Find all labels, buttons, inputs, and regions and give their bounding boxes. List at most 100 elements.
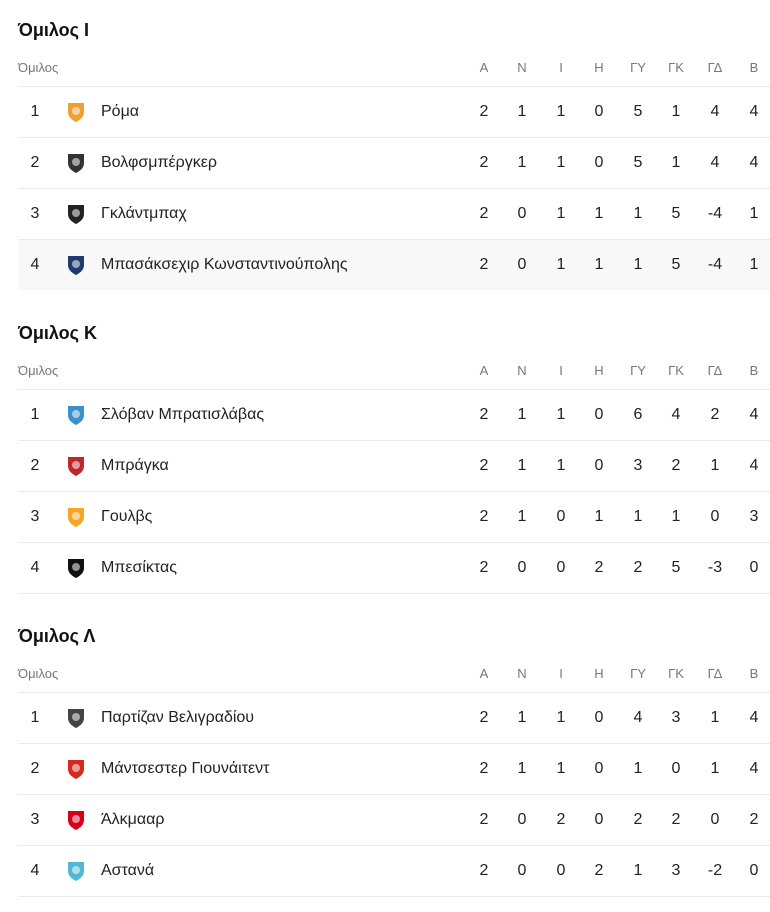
table-body: 1 Σλόβαν Μπρατισλάβας 2 1 1 0 6 4 2 4 2 Μπράγκα 2 1 1 0… xyxy=(18,390,770,594)
stat-6: 1 xyxy=(710,457,720,474)
stat-3: 1 xyxy=(594,508,604,525)
stat-6: 2 xyxy=(710,406,720,423)
stat-5: 1 xyxy=(671,508,681,525)
table-row[interactable]: 1 Σλόβαν Μπρατισλάβας 2 1 1 0 6 4 2 4 xyxy=(18,390,770,441)
header-col-1[interactable]: Ν xyxy=(517,60,527,75)
astana-crest-icon xyxy=(64,859,88,883)
header-col-4[interactable]: ΓΥ xyxy=(630,666,646,681)
braga-crest-icon xyxy=(64,454,88,478)
stat-0: 2 xyxy=(479,154,489,171)
stat-2: 0 xyxy=(556,559,566,576)
team-name[interactable]: Μπασάκσεχιρ Κωνσταντινούπολης xyxy=(101,256,348,273)
header-col-3[interactable]: Η xyxy=(594,60,604,75)
table-row[interactable]: 4 Μπεσίκτας 2 0 0 2 2 5 -3 0 xyxy=(18,543,770,594)
table-row[interactable]: 3 Γκλάντμπαχ 2 0 1 1 1 5 -4 1 xyxy=(18,189,770,240)
stat-0: 2 xyxy=(479,103,489,120)
team-name[interactable]: Βολφσμπέργκερ xyxy=(101,154,217,171)
header-col-3[interactable]: Η xyxy=(594,363,604,378)
group-title: Όμιλος Λ xyxy=(18,626,96,646)
stat-1: 0 xyxy=(517,862,527,879)
header-col-2[interactable]: Ι xyxy=(559,363,563,378)
header-col-5[interactable]: ΓΚ xyxy=(668,666,684,681)
stat-0: 2 xyxy=(479,559,489,576)
table-row[interactable]: 3 Άλκμααρ 2 0 2 0 2 2 0 2 xyxy=(18,795,770,846)
header-col-2[interactable]: Ι xyxy=(559,666,563,681)
header-col-5[interactable]: ΓΚ xyxy=(668,363,684,378)
stat-7: 4 xyxy=(749,760,759,777)
header-col-6[interactable]: ΓΔ xyxy=(707,666,723,681)
stat-5: 2 xyxy=(671,457,681,474)
stat-2: 1 xyxy=(556,760,566,777)
stat-4: 4 xyxy=(633,709,643,726)
table-row[interactable]: 4 Μπασάκσεχιρ Κωνσταντινούπολης 2 0 1 1 1 5 -4 1 xyxy=(18,240,770,290)
stat-2: 1 xyxy=(556,406,566,423)
stat-2: 1 xyxy=(556,103,566,120)
table-row[interactable]: 1 Ρόμα 2 1 1 0 5 1 4 4 xyxy=(18,87,770,138)
stat-4: 1 xyxy=(633,862,643,879)
stat-3: 0 xyxy=(594,406,604,423)
team-name[interactable]: Ρόμα xyxy=(101,103,140,120)
team-name[interactable]: Μάντσεστερ Γιουνάιτεντ xyxy=(101,760,270,777)
group-title: Όμιλος I xyxy=(18,20,90,40)
team-name[interactable]: Σλόβαν Μπρατισλάβας xyxy=(101,406,265,423)
stat-4: 2 xyxy=(633,559,643,576)
table-body: 1 Ρόμα 2 1 1 0 5 1 4 4 2 Βολφσμπέργκερ 2 1 1 0 5 1 4 4 3 Γκλά… xyxy=(18,87,770,290)
stat-7: 1 xyxy=(749,256,759,273)
table-row[interactable]: 2 Μάντσεστερ Γιουνάιτεντ 2 1 1 0 1 0 1 4 xyxy=(18,744,770,795)
stat-3: 0 xyxy=(594,154,604,171)
team-name[interactable]: Παρτίζαν Βελιγραδίου xyxy=(101,709,255,726)
header-col-4[interactable]: ΓΥ xyxy=(630,60,646,75)
stat-1: 0 xyxy=(517,811,527,828)
stat-1: 1 xyxy=(517,709,527,726)
header-col-7[interactable]: Β xyxy=(749,363,759,378)
stat-7: 0 xyxy=(749,559,759,576)
header-col-1[interactable]: Ν xyxy=(517,666,527,681)
stat-5: 3 xyxy=(671,862,681,879)
team-name[interactable]: Αστανά xyxy=(101,862,155,879)
rank: 2 xyxy=(30,457,40,474)
header-col-0[interactable]: Α xyxy=(479,666,489,681)
stat-7: 0 xyxy=(749,862,759,879)
partizan-crest-icon xyxy=(64,706,88,730)
header-col-7[interactable]: Β xyxy=(749,60,759,75)
stat-3: 0 xyxy=(594,103,604,120)
stat-2: 1 xyxy=(556,709,566,726)
team-name[interactable]: Γουλβς xyxy=(101,508,153,525)
table-row[interactable]: 2 Βολφσμπέργκερ 2 1 1 0 5 1 4 4 xyxy=(18,138,770,189)
header-col-0[interactable]: Α xyxy=(479,363,489,378)
header-group-label: Όμιλος xyxy=(18,363,59,378)
header-col-2[interactable]: Ι xyxy=(559,60,563,75)
team-name[interactable]: Μπράγκα xyxy=(101,457,169,474)
stat-3: 1 xyxy=(594,256,604,273)
stat-4: 1 xyxy=(633,256,643,273)
header-col-7[interactable]: Β xyxy=(749,666,759,681)
stat-4: 6 xyxy=(633,406,643,423)
rank: 4 xyxy=(30,256,40,273)
table-body: 1 Παρτίζαν Βελιγραδίου 2 1 1 0 4 3 1 4 2 Μάντσεστερ… xyxy=(18,693,770,897)
stat-6: 4 xyxy=(710,154,720,171)
stat-3: 0 xyxy=(594,457,604,474)
table-row[interactable]: 4 Αστανά 2 0 0 2 1 3 -2 0 xyxy=(18,846,770,897)
header-col-4[interactable]: ΓΥ xyxy=(630,363,646,378)
rank: 1 xyxy=(30,103,40,120)
slovan-crest-icon xyxy=(64,403,88,427)
header-col-6[interactable]: ΓΔ xyxy=(707,363,723,378)
stat-1: 0 xyxy=(517,256,527,273)
header-col-5[interactable]: ΓΚ xyxy=(668,60,684,75)
stat-2: 1 xyxy=(556,205,566,222)
stat-1: 1 xyxy=(517,457,527,474)
rank: 4 xyxy=(30,559,40,576)
header-col-1[interactable]: Ν xyxy=(517,363,527,378)
header-col-0[interactable]: Α xyxy=(479,60,489,75)
team-name[interactable]: Άλκμααρ xyxy=(101,811,165,828)
header-col-6[interactable]: ΓΔ xyxy=(707,60,723,75)
table-row[interactable]: 2 Μπράγκα 2 1 1 0 3 2 1 4 xyxy=(18,441,770,492)
stat-4: 3 xyxy=(633,457,643,474)
team-name[interactable]: Μπεσίκτας xyxy=(101,559,177,576)
header-col-3[interactable]: Η xyxy=(594,666,604,681)
table-row[interactable]: 3 Γουλβς 2 1 0 1 1 1 0 3 xyxy=(18,492,770,543)
team-name[interactable]: Γκλάντμπαχ xyxy=(101,205,187,222)
table-row[interactable]: 1 Παρτίζαν Βελιγραδίου 2 1 1 0 4 3 1 4 xyxy=(18,693,770,744)
stat-0: 2 xyxy=(479,406,489,423)
stat-4: 1 xyxy=(633,760,643,777)
